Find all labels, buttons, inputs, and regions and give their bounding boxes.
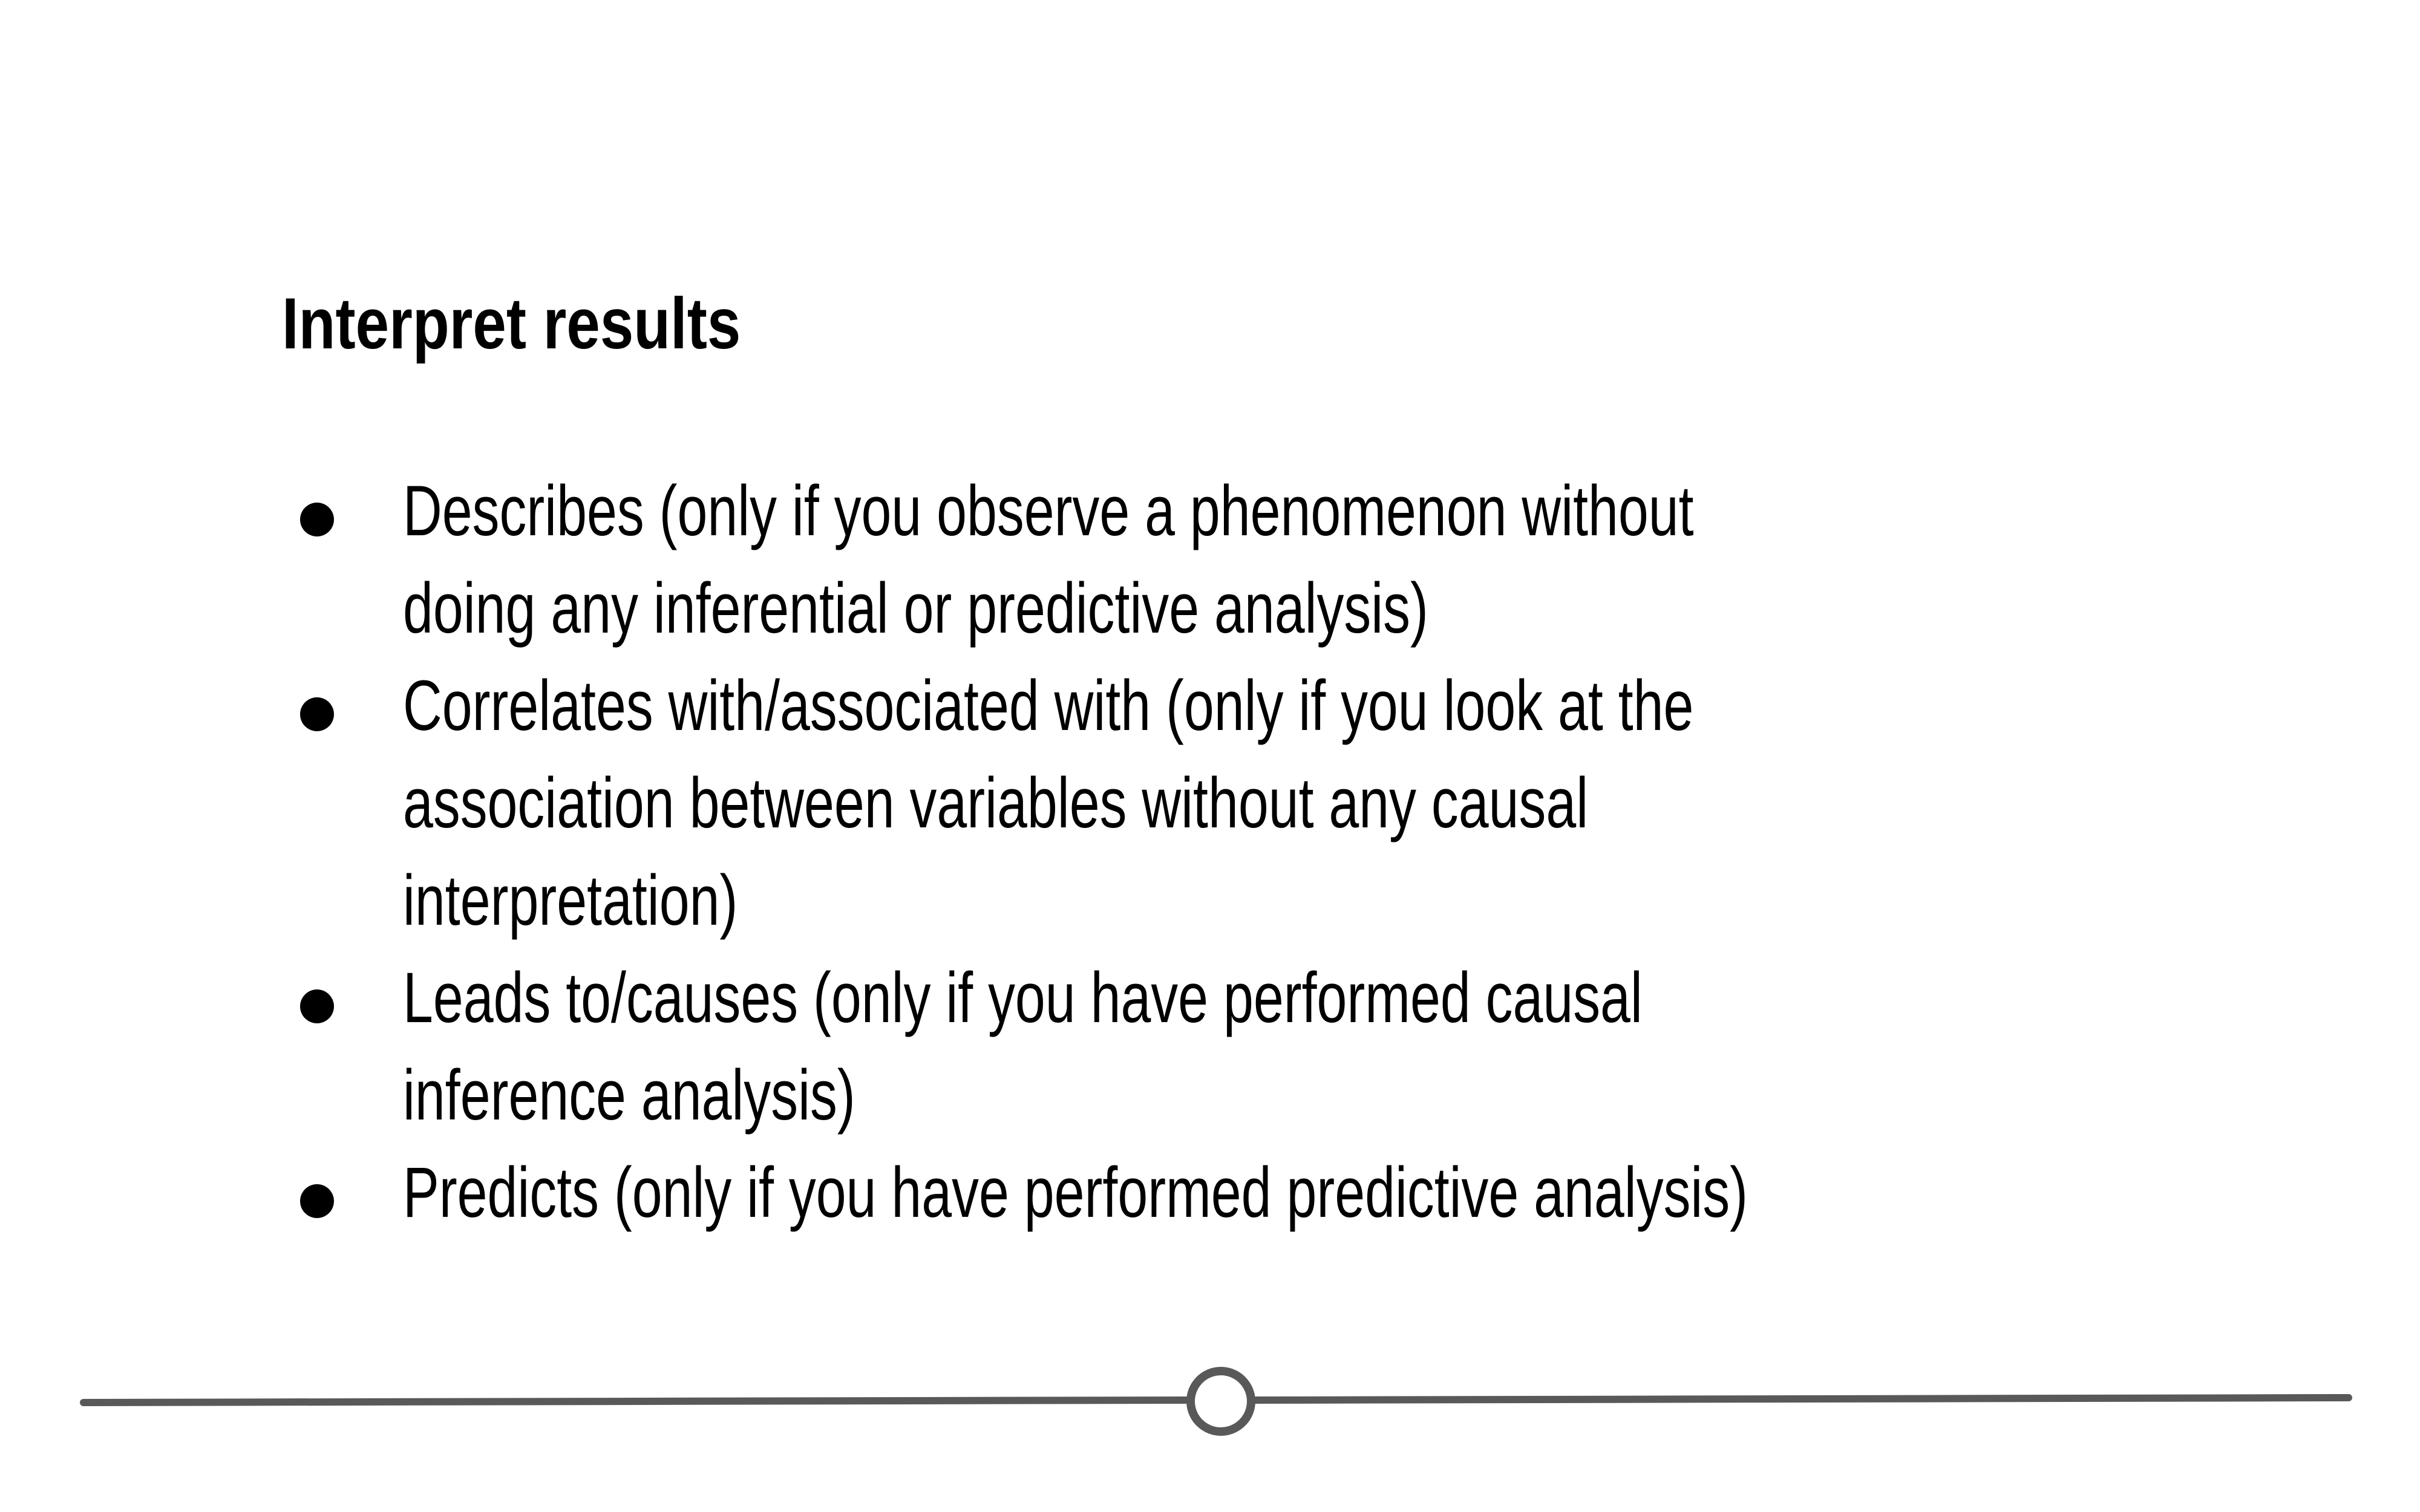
- bullet-item-causes: Leads to/causes (only if you have perfor…: [282, 950, 2339, 1144]
- bullet-item-predicts: Predicts (only if you have performed pre…: [282, 1144, 2339, 1242]
- bullet-text: Correlates with/associated with (only if…: [403, 666, 1694, 940]
- bullet-text: Describes (only if you observe a phenome…: [403, 471, 1694, 648]
- bullet-icon: [300, 697, 334, 731]
- divider-line-left: [80, 1396, 1189, 1406]
- bullet-text: Leads to/causes (only if you have perfor…: [403, 958, 1643, 1135]
- bullet-text: Predicts (only if you have performed pre…: [403, 1153, 1748, 1233]
- slide-heading: Interpret results: [282, 283, 741, 364]
- slide-divider: [80, 1367, 2352, 1436]
- divider-line-right: [1252, 1394, 2352, 1404]
- bullet-list: Describes (only if you observe a phenome…: [282, 463, 2339, 1242]
- bullet-item-describes: Describes (only if you observe a phenome…: [282, 463, 2339, 657]
- bullet-icon: [300, 503, 334, 536]
- bullet-icon: [300, 1184, 334, 1218]
- divider-circle-icon: [1186, 1367, 1255, 1436]
- bullet-icon: [300, 989, 334, 1023]
- bullet-item-correlates: Correlates with/associated with (only if…: [282, 657, 2339, 950]
